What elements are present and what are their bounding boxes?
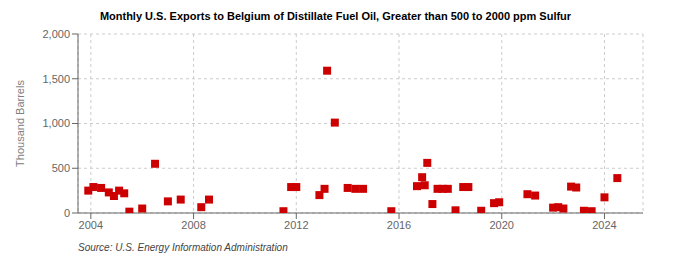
html-text:Source: U.S. Energy Informatio: Source: U.S. Energy Information Administ… [78, 242, 288, 253]
svg-text:2004: 2004 [79, 219, 103, 231]
svg-text:Thousand Barrels: Thousand Barrels [14, 80, 26, 167]
html-text:Monthly U.S. Exports to Belgiu: Monthly U.S. Exports to Belgium of Disti… [99, 10, 572, 22]
svg-text:2,000: 2,000 [42, 28, 70, 40]
svg-text:1,500: 1,500 [42, 73, 70, 85]
svg-text:2008: 2008 [181, 219, 205, 231]
svg-text:2012: 2012 [284, 219, 308, 231]
svg-text:2020: 2020 [490, 219, 514, 231]
svg-text:2024: 2024 [592, 219, 616, 231]
svg-text:2016: 2016 [387, 219, 411, 231]
svg-text:0: 0 [64, 207, 70, 219]
svg-text:500: 500 [52, 162, 70, 174]
svg-text:1,000: 1,000 [42, 117, 70, 129]
